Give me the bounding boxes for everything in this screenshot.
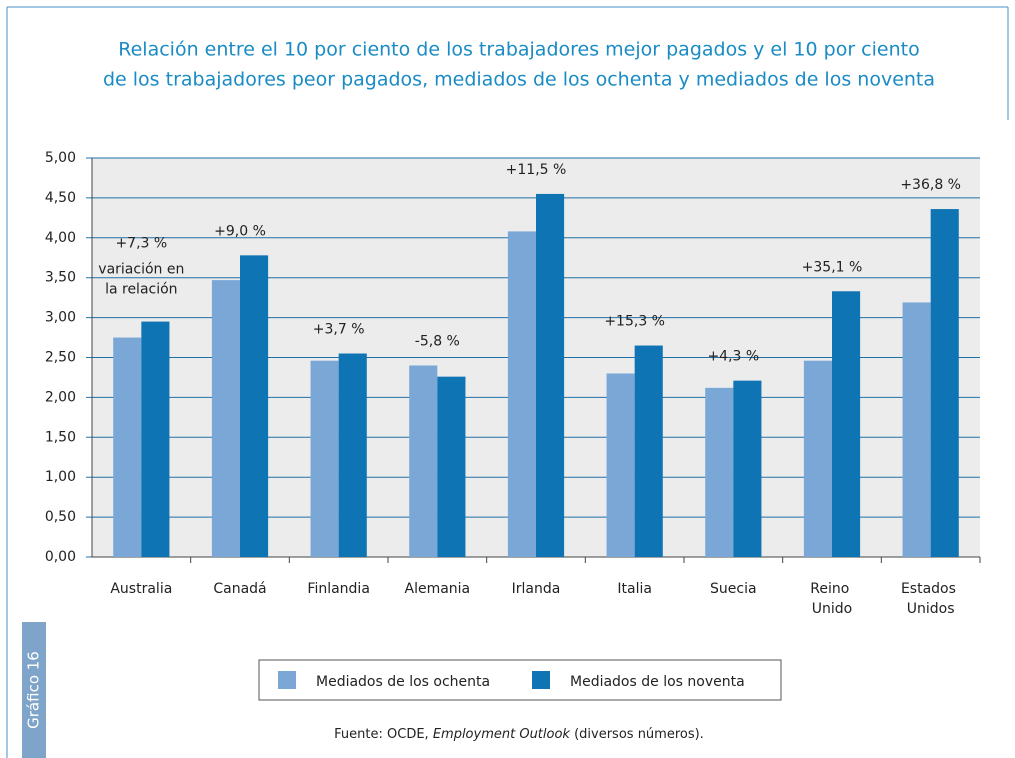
- y-tick-label: 1,00: [45, 469, 76, 485]
- bar: [240, 255, 269, 557]
- figure-tab: [22, 622, 46, 758]
- legend-swatch: [278, 671, 296, 689]
- chart-title: de los trabajadores peor pagados, mediad…: [103, 69, 935, 91]
- legend-label: Mediados de los noventa: [570, 674, 745, 690]
- bar: [310, 360, 339, 557]
- legend-label: Mediados de los ochenta: [316, 674, 490, 690]
- y-tick-label: 2,50: [45, 350, 76, 366]
- legend: [258, 659, 782, 701]
- bar: [409, 365, 438, 557]
- change-label: -5,8 %: [415, 333, 460, 349]
- bar: [902, 302, 931, 557]
- y-tick-label: 0,50: [45, 509, 76, 525]
- annotation-note: la relación: [105, 282, 177, 298]
- bar: [803, 360, 832, 557]
- bar: [930, 209, 959, 557]
- bar: [141, 321, 170, 557]
- annotation-note: variación en: [98, 262, 184, 278]
- y-tick-label: 1,50: [45, 429, 76, 445]
- source-prefix: Fuente: OCDE,: [334, 727, 433, 742]
- source-italic: Employment Outlook: [433, 727, 571, 742]
- x-tick-label: Alemania: [405, 581, 471, 597]
- change-label: +9,0 %: [214, 223, 266, 239]
- y-tick-label: 0,00: [45, 549, 76, 565]
- change-label: +11,5 %: [506, 162, 567, 178]
- y-tick-label: 5,00: [45, 150, 76, 166]
- legend-swatch: [532, 671, 550, 689]
- change-label: +15,3 %: [604, 314, 665, 330]
- x-tick-label: Reino Unido: [810, 581, 854, 617]
- bar: [536, 193, 565, 557]
- change-label: +4,3 %: [707, 349, 759, 365]
- x-tick-label: Finlandia: [307, 581, 370, 597]
- bar: [832, 291, 861, 557]
- y-tick-label: 2,00: [45, 389, 76, 405]
- change-label: +36,8 %: [900, 177, 961, 193]
- x-tick-label: Suecia: [710, 581, 757, 597]
- change-label: +35,1 %: [802, 259, 863, 275]
- bar: [705, 387, 734, 557]
- change-label: +3,7 %: [313, 322, 365, 338]
- chart-title: Relación entre el 10 por ciento de los t…: [118, 39, 919, 61]
- bar: [437, 376, 466, 557]
- x-tick-label: Canadá: [213, 581, 266, 597]
- bar: [507, 231, 536, 557]
- source-suffix: (diversos números).: [570, 727, 704, 742]
- x-tick-label: Australia: [110, 581, 172, 597]
- y-tick-label: 4,50: [45, 190, 76, 206]
- source: Fuente: OCDE, Employment Outlook (divers…: [334, 727, 704, 742]
- y-tick-label: 3,50: [45, 270, 76, 286]
- x-tick-label: Estados Unidos: [901, 581, 960, 617]
- bar: [338, 353, 367, 557]
- bar: [211, 280, 240, 557]
- figure-label: Gráfico 16: [25, 651, 43, 729]
- y-tick-label: 4,00: [45, 230, 76, 246]
- change-label: +7,3 %: [115, 236, 167, 252]
- bar: [606, 373, 635, 557]
- y-tick-label: 3,00: [45, 310, 76, 326]
- x-tick-label: Italia: [617, 581, 652, 597]
- x-tick-label: Irlanda: [512, 581, 561, 597]
- bar: [113, 337, 142, 557]
- bar: [733, 380, 762, 557]
- bar: [634, 345, 663, 557]
